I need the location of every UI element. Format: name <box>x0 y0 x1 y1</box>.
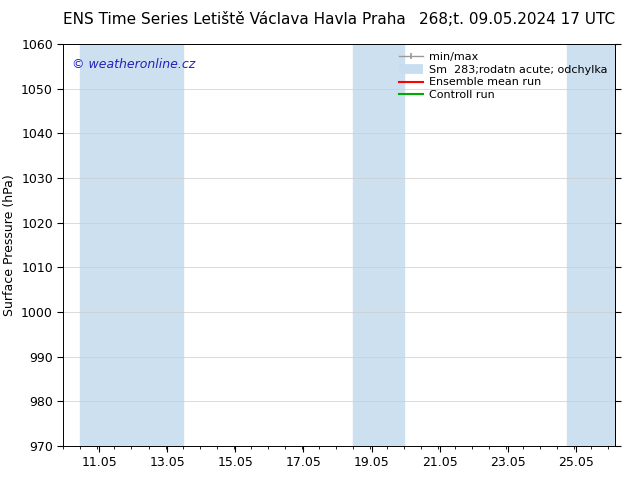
Bar <box>81 44 183 446</box>
Legend: min/max, Sm  283;rodatn acute; odchylka, Ensemble mean run, Controll run: min/max, Sm 283;rodatn acute; odchylka, … <box>396 49 609 102</box>
Text: 268;t. 09.05.2024 17 UTC: 268;t. 09.05.2024 17 UTC <box>419 12 615 27</box>
Bar <box>567 44 615 446</box>
Bar <box>353 44 404 446</box>
Text: ENS Time Series Letiště Václava Havla Praha: ENS Time Series Letiště Václava Havla Pr… <box>63 12 406 27</box>
Text: © weatheronline.cz: © weatheronline.cz <box>72 58 195 71</box>
Y-axis label: Surface Pressure (hPa): Surface Pressure (hPa) <box>3 174 16 316</box>
